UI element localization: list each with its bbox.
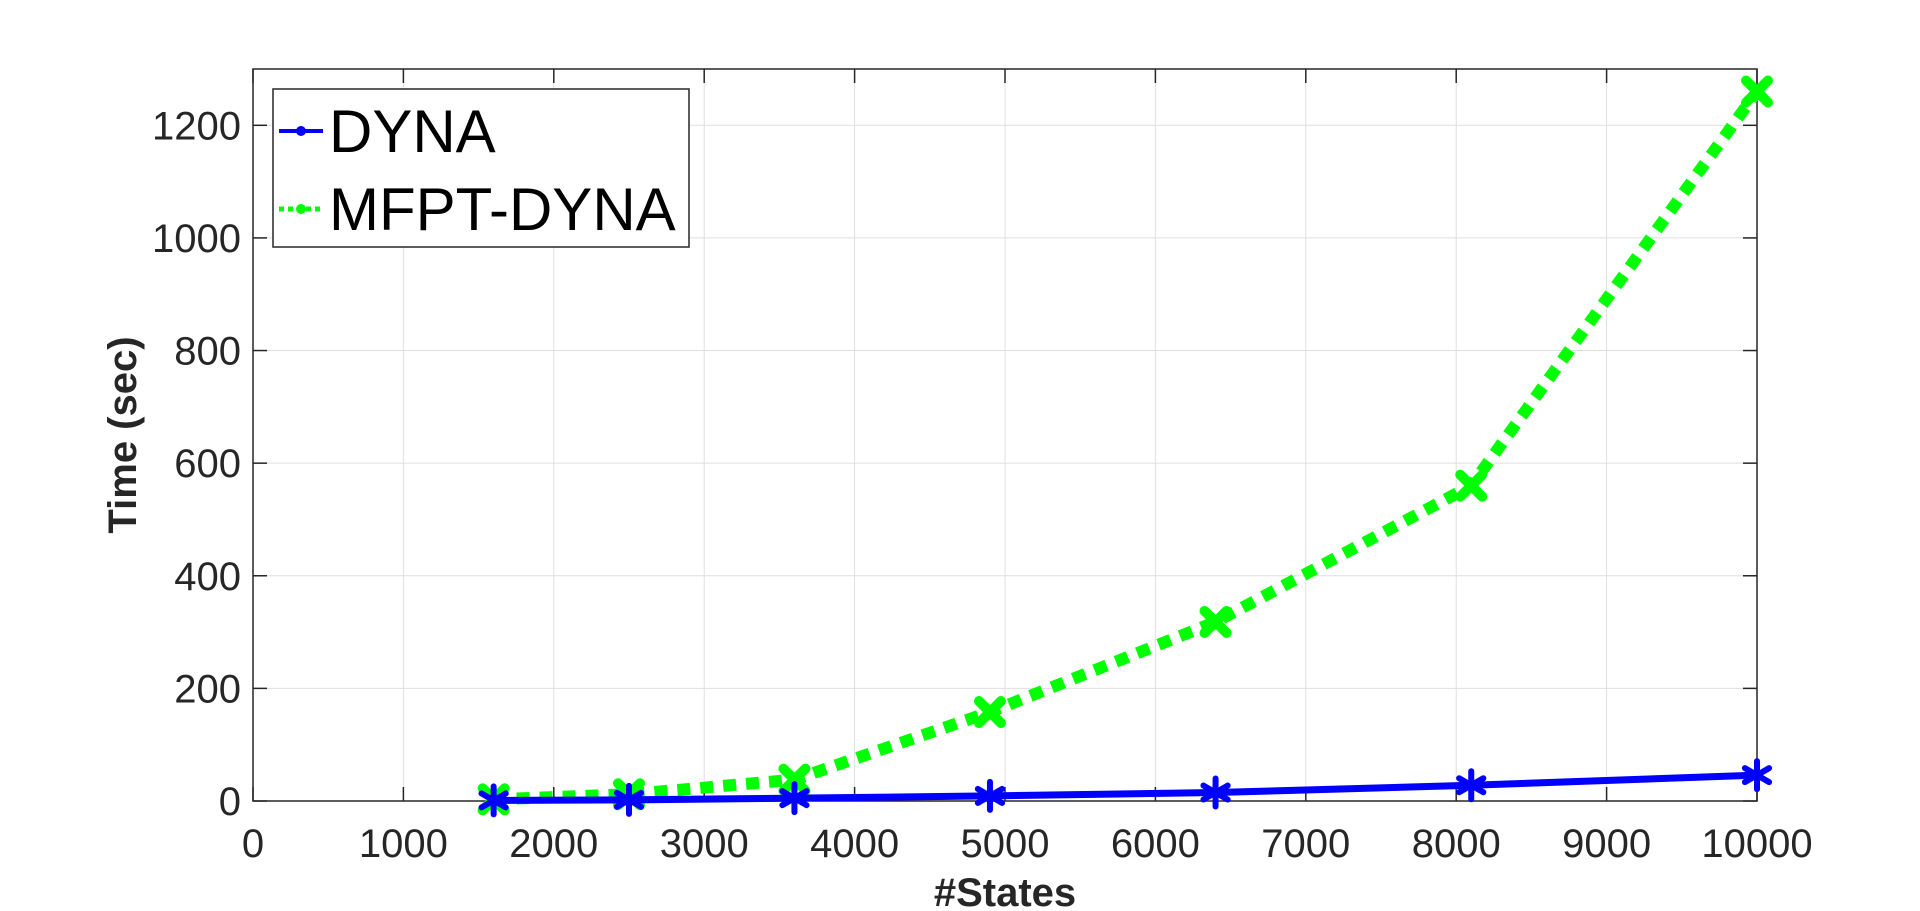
x-tick-label: 1000 [359,822,448,866]
marker-stroke [1200,782,1231,803]
data-point-mfpt-dyna [1741,75,1773,108]
y-tick-label: 0 [219,780,241,824]
legend-item-dyna: DYNA [279,98,496,165]
x-tick-label: 5000 [961,822,1050,866]
data-point-mfpt-dyna [1199,605,1232,638]
marker-stroke [974,785,1006,806]
marker-stroke [613,789,645,810]
y-tick-label: 600 [174,442,241,486]
marker-stroke [1199,605,1232,638]
series-dyna [478,758,1773,818]
x-tick-label: 6000 [1111,822,1200,866]
data-point-dyna [1456,768,1487,803]
marker-stroke [1741,765,1773,786]
legend-label: DYNA [329,98,496,165]
marker-stroke [478,790,509,811]
marker-stroke [1741,75,1773,108]
x-tick-label: 2000 [509,822,598,866]
data-point-dyna [1741,758,1773,793]
marker-stroke [779,788,810,809]
data-point-mfpt-dyna [973,696,1006,729]
y-axis-label: Time (sec) [101,336,145,533]
x-tick-label: 4000 [810,822,899,866]
data-point-dyna [478,783,509,818]
y-tick-label: 1200 [152,104,241,148]
legend-box [272,88,690,248]
x-tick-label: 0 [242,822,264,866]
data-point-dyna [779,781,810,816]
marker-stroke [1456,775,1487,796]
x-tick-label: 9000 [1562,822,1651,866]
x-tick-label: 7000 [1261,822,1350,866]
axis-ticks: 0 1000 2000 3000 4000 5000 6000 7000 8000 9000 100… [152,69,1813,866]
legend-label: MFPT-DYNA [329,176,676,243]
legend-marker-swatch [296,126,306,136]
y-tick-label: 1000 [152,217,241,261]
data-point-mfpt-dyna [1455,469,1488,502]
y-tick-label: 400 [174,555,241,599]
data-point-mfpt-dyna [778,763,811,796]
data-point-dyna [974,778,1006,813]
legend-item-mfpt-dyna: MFPT-DYNA [279,176,676,243]
marker-stroke [778,763,811,796]
x-tick-label: 10000 [1701,822,1812,866]
marker-stroke [1455,469,1488,502]
data-point-dyna [1200,775,1231,810]
x-tick-label: 3000 [660,822,749,866]
y-tick-label: 800 [174,330,241,374]
legend: DYNA MFPT-DYNA [272,88,690,248]
y-tick-label: 200 [174,667,241,711]
x-tick-label: 8000 [1412,822,1501,866]
legend-marker-swatch [296,204,306,214]
data-series [477,75,1773,818]
x-axis-label: #States [934,871,1076,911]
marker-stroke [973,696,1006,729]
data-point-dyna [613,782,645,817]
